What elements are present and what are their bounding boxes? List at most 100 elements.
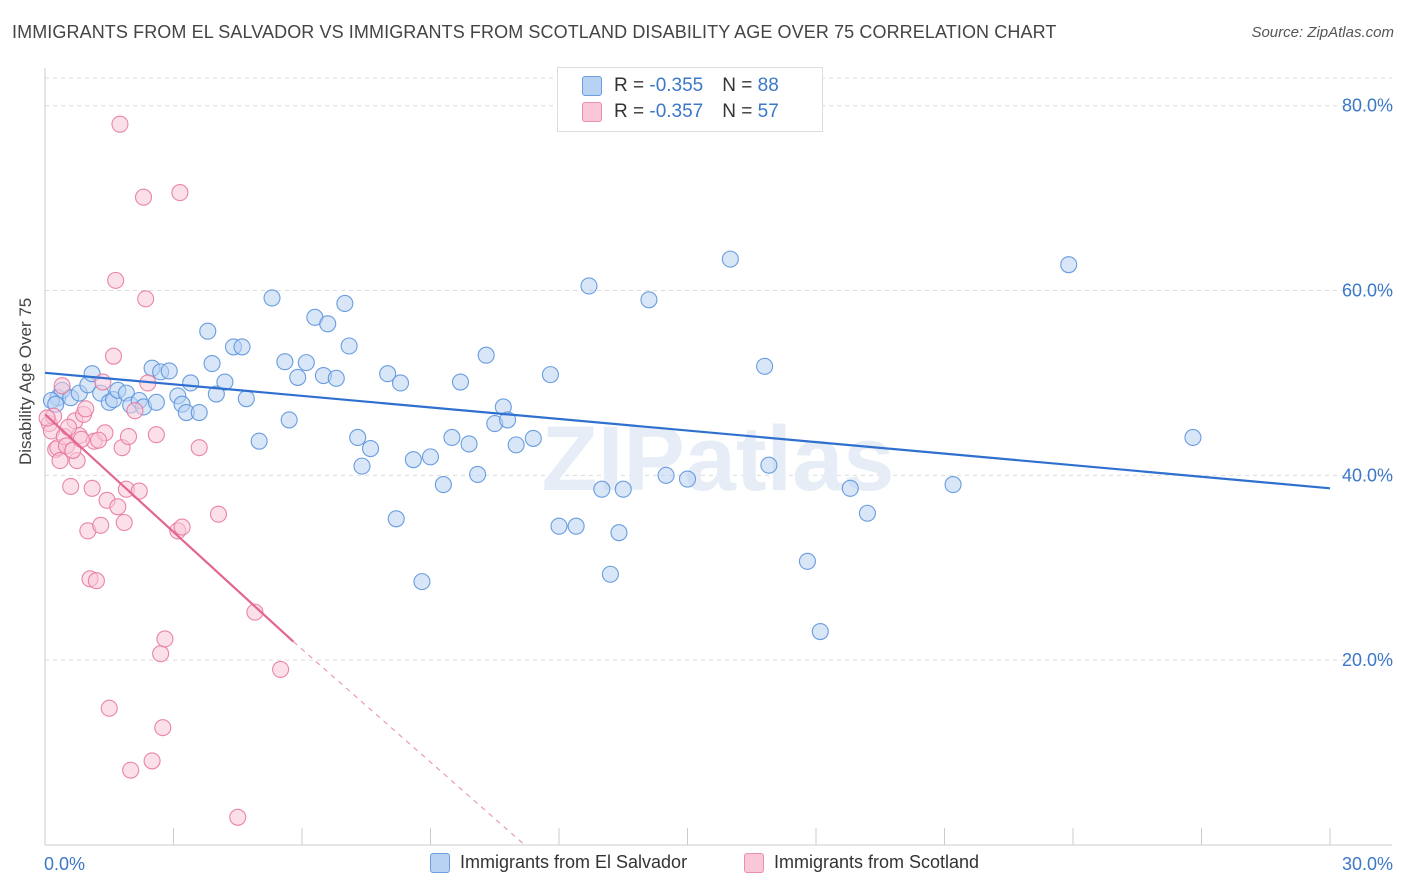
data-point (289, 368, 307, 386)
data-point (798, 552, 816, 570)
data-point (60, 418, 78, 436)
data-point (272, 660, 290, 678)
data-point (237, 390, 255, 408)
bottom-legend-swatch-el-salvador (430, 853, 450, 874)
data-point (190, 439, 208, 457)
data-point (361, 440, 380, 458)
data-point (263, 289, 281, 307)
data-point (550, 517, 568, 535)
data-point (100, 699, 118, 717)
y-tick-label: 80.0% (1342, 96, 1393, 116)
data-point (280, 411, 298, 429)
data-point (107, 271, 125, 289)
data-point (72, 430, 90, 448)
trend-line-extension (293, 641, 526, 846)
legend-n-value: 57 (757, 101, 779, 122)
axes (44, 68, 1392, 846)
y-tick-label: 60.0% (1342, 281, 1393, 301)
data-point (349, 428, 367, 447)
data-point (580, 277, 598, 295)
series-el-salvador (42, 250, 1202, 641)
data-points (38, 115, 1202, 826)
data-point (721, 250, 739, 268)
data-point (250, 432, 268, 450)
data-point (477, 346, 495, 364)
data-point (233, 338, 251, 356)
data-point (413, 573, 431, 591)
data-point (614, 480, 632, 498)
legend-row-scotland: R = -0.357 N = 57 (582, 101, 779, 127)
data-point (154, 719, 172, 737)
data-point (51, 452, 69, 470)
data-point (152, 645, 170, 663)
legend-swatch-el-salvador (582, 75, 602, 96)
y-axis-label: Disability Age Over 75 (16, 297, 35, 465)
data-point (209, 505, 228, 523)
data-point (567, 517, 585, 535)
data-point (119, 427, 138, 446)
data-point (841, 479, 859, 497)
data-point (451, 373, 470, 391)
data-point (207, 385, 225, 403)
data-point (610, 524, 628, 542)
data-point (391, 374, 410, 392)
bottom-legend-swatch-scotland (744, 853, 764, 874)
data-point (134, 188, 153, 206)
data-point (1184, 428, 1202, 447)
data-point (469, 465, 487, 483)
tick-labels: 20.0% 40.0% 60.0% 80.0% 0.0% 30.0% (44, 96, 1393, 874)
data-point (229, 808, 247, 826)
data-point (811, 622, 829, 641)
chart-title: IMMIGRANTS FROM EL SALVADOR VS IMMIGRANT… (12, 22, 1057, 42)
x-tick-label: 30.0% (1342, 854, 1393, 874)
stats-legend: R = -0.355 N = 88 R = -0.357 N = 57 (557, 67, 823, 132)
legend-n-value: 88 (757, 75, 779, 96)
data-point (156, 630, 174, 648)
data-point (421, 448, 440, 466)
data-point (87, 572, 105, 590)
data-point (143, 752, 161, 770)
data-point (460, 435, 478, 453)
legend-r-value: -0.357 (649, 101, 704, 122)
data-point (147, 393, 165, 411)
legend-swatch-scotland (582, 101, 602, 122)
data-point (499, 411, 517, 429)
data-point (541, 366, 559, 384)
data-point (190, 403, 208, 422)
trend-line-el-salvador (44, 371, 1331, 490)
data-point (115, 513, 133, 532)
series-scotland (38, 115, 290, 826)
data-point (160, 362, 178, 380)
data-point (657, 466, 675, 484)
watermark: ZIPatlas (542, 408, 895, 510)
data-point (327, 369, 345, 387)
grid-lines (45, 77, 1392, 661)
y-tick-label: 20.0% (1342, 650, 1393, 670)
data-point (524, 429, 542, 447)
data-point (104, 347, 123, 365)
trend-lines (44, 371, 1331, 846)
data-point (443, 428, 461, 447)
data-point (122, 761, 140, 779)
data-point (246, 603, 264, 621)
data-point (199, 322, 217, 340)
data-point (340, 337, 358, 355)
data-point (77, 400, 95, 418)
bottom-legend-scotland: Immigrants from Scotland (744, 852, 979, 874)
data-point (678, 470, 697, 488)
data-point (336, 294, 354, 313)
data-point (171, 184, 189, 202)
data-point (434, 476, 452, 494)
data-point (182, 374, 200, 392)
data-point (38, 409, 56, 427)
data-point (62, 477, 80, 496)
data-point (507, 436, 525, 454)
data-point (319, 315, 337, 333)
data-point (147, 426, 165, 444)
data-point (83, 479, 101, 497)
data-point (276, 353, 294, 371)
data-point (387, 510, 405, 528)
data-point (297, 354, 315, 372)
y-tick-label: 40.0% (1342, 465, 1393, 485)
